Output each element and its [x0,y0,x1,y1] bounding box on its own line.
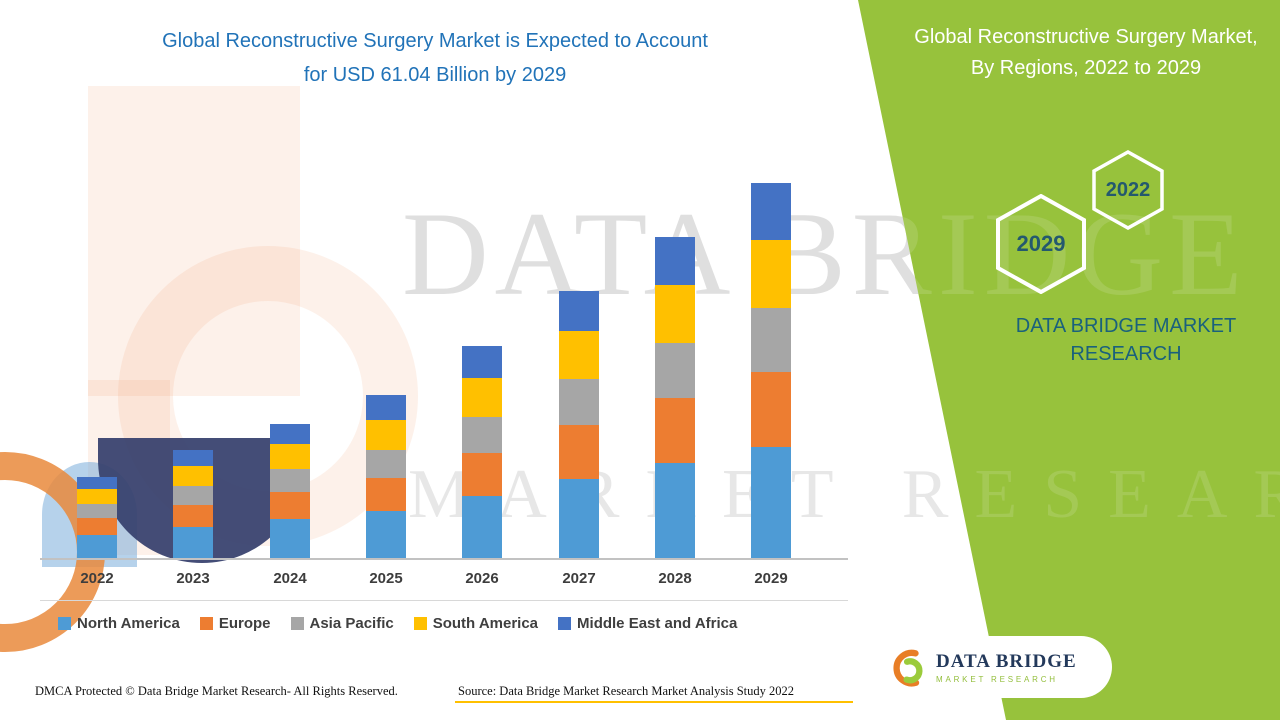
bar-2024 [270,424,310,560]
segment-middle-east-and-africa [751,183,791,240]
x-axis-label-2022: 2022 [80,570,114,587]
hexagon-outline-icon [996,194,1086,294]
segment-north-america [559,479,599,560]
segment-asia-pacific [751,308,791,372]
segment-south-america [559,331,599,379]
databridge-logo-text: DATA BRIDGE MARKET RESEARCH [936,651,1077,684]
segment-south-america [366,420,406,450]
legend-item-europe: Europe [199,615,271,632]
chart-title-line2: for USD 61.04 Billion by 2029 [303,64,567,86]
legend-item-middle-east-and-africa: Middle East and Africa [558,615,737,632]
chart-title-line1: Global Reconstructive Surgery Market is … [162,30,708,52]
segment-europe [366,478,406,511]
logo-name: DATA BRIDGE [936,650,1077,672]
segment-europe [559,425,599,479]
segment-south-america [462,378,502,417]
segment-north-america [751,447,791,560]
side-panel-heading: Global Reconstructive Surgery Market, By… [914,26,1258,79]
hexagon-outline-icon [1092,150,1164,230]
databridge-logo-icon [893,649,923,687]
side-panel-brand-text: DATA BRIDGE MARKET RESEARCH [1015,315,1237,365]
segment-south-america [270,444,310,469]
segment-europe [655,398,695,463]
legend-label: Middle East and Africa [577,615,738,632]
segment-middle-east-and-africa [366,395,406,420]
segment-middle-east-and-africa [462,346,502,378]
bar-2026 [462,346,502,560]
segment-europe [173,505,213,527]
legend-label: South America [432,615,539,632]
segment-asia-pacific [366,450,406,478]
legend-label: Europe [218,615,271,632]
hexagon-year-label: 2022 [1105,178,1151,201]
segment-north-america [655,463,695,560]
legend-swatch-middle-east-and-africa [558,617,572,630]
segment-europe [462,453,502,496]
legend-label: Asia Pacific [309,615,394,632]
segment-asia-pacific [462,417,502,453]
segment-asia-pacific [173,486,213,505]
legend-swatch-asia-pacific [290,617,304,630]
bar-2027 [559,291,599,560]
x-axis-label-2027: 2027 [562,570,596,587]
hexagon-2029: 2029 [996,194,1086,294]
legend-item-north-america: North America [58,615,180,632]
chart-title: Global Reconstructive Surgery Market is … [40,24,830,92]
x-axis-label-2028: 2028 [658,570,692,587]
segment-south-america [77,489,117,504]
legend: North America Europe Asia Pacific South … [58,615,737,632]
segment-middle-east-and-africa [173,450,213,466]
bar-2029 [751,183,791,560]
bar-2023 [173,450,213,560]
segment-north-america [366,511,406,560]
x-axis-label-2024: 2024 [273,570,307,587]
segment-north-america [77,535,117,560]
segment-north-america [270,519,310,560]
segment-middle-east-and-africa [77,477,117,489]
x-axis-label-2023: 2023 [176,570,210,587]
databridge-logo-card: DATA BRIDGE MARKET RESEARCH [868,636,1112,698]
segment-asia-pacific [270,469,310,492]
segment-asia-pacific [77,504,117,518]
segment-asia-pacific [655,343,695,398]
bar-2025 [366,395,406,560]
legend-label: North America [77,615,180,632]
x-axis-label-2026: 2026 [465,570,499,587]
segment-europe [77,518,117,535]
x-axis-lower-line [40,600,848,601]
segment-europe [751,372,791,447]
segment-middle-east-and-africa [655,237,695,285]
segment-asia-pacific [559,379,599,425]
hexagon-2022: 2022 [1092,150,1164,230]
segment-middle-east-and-africa [559,291,599,331]
bar-2022 [77,477,117,560]
segment-south-america [655,285,695,343]
segment-north-america [173,527,213,560]
x-axis-line [40,558,848,560]
legend-item-south-america: South America [413,615,539,632]
x-axis-label-2025: 2025 [369,570,403,587]
legend-swatch-south-america [413,617,427,630]
x-axis-label-2029: 2029 [754,570,788,587]
segment-south-america [751,240,791,308]
legend-swatch-north-america [58,617,71,630]
hexagon-year-label: 2029 [1016,231,1066,256]
legend-swatch-europe [199,617,213,630]
bar-2028 [655,237,695,560]
segment-middle-east-and-africa [270,424,310,444]
segment-europe [270,492,310,519]
segment-north-america [462,496,502,560]
segment-south-america [173,466,213,486]
legend-item-asia-pacific: Asia Pacific [290,615,394,632]
logo-tagline: MARKET RESEARCH [936,674,1058,684]
